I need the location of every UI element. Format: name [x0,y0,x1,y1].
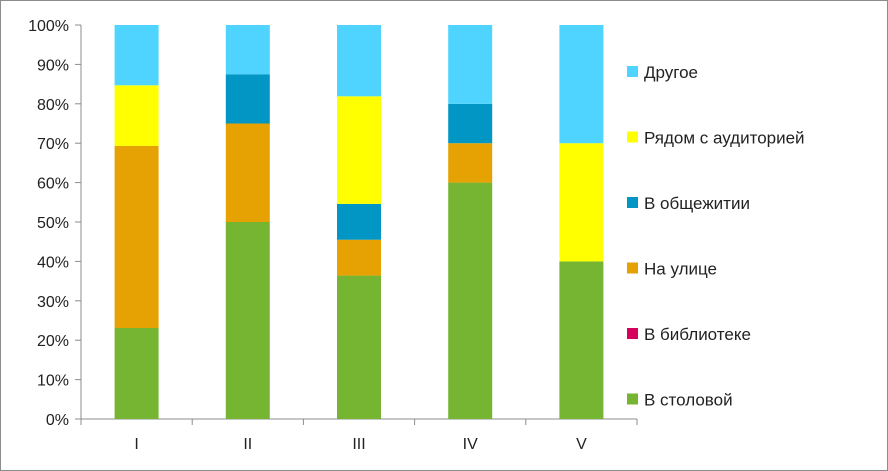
bar-segment [448,103,493,144]
bar-stack [114,25,159,419]
bar-segment [559,143,604,262]
legend-label: В столовой [644,391,733,410]
bar-segment [114,25,159,86]
bar-stack [559,25,604,419]
x-axis: I II III IV V [80,418,638,453]
bar-segment [337,275,381,419]
bar-segment [448,182,493,419]
x-tick-label: I [134,436,138,453]
legend-swatch [627,131,638,143]
y-tick-label: 0% [46,412,69,429]
x-tick-label: II [243,436,252,453]
bar-segment [114,327,159,419]
bar-segment [559,25,604,144]
y-axis: 0% 10% 20% 30% 40% 50% 60% 70% 80% 90% 100% [28,18,82,429]
bar-segment [114,145,159,328]
y-tick-label: 10% [37,373,69,390]
bar-segment [559,261,604,419]
y-tick-label: 70% [37,136,69,153]
legend-label: Другое [644,63,698,82]
legend-label: В библиотеке [644,325,751,344]
legend-item: В общежитии [627,194,750,213]
legend-swatch [627,262,638,274]
bar-stack [225,25,270,419]
bar-segment [114,85,159,146]
y-tick-label: 30% [37,294,69,311]
legend-label: В общежитии [644,194,750,213]
y-tick-label: 80% [37,97,69,114]
bar-segment [337,203,381,240]
legend-swatch [627,197,638,208]
bar-stack [337,25,381,419]
legend-item: Рядом с аудиторией [627,129,805,148]
y-tick-label: 90% [37,57,69,74]
legend-swatch [627,393,638,405]
legend-item: В библиотеке [627,325,751,344]
legend-item: В столовой [627,391,733,410]
bar-segment [225,222,270,419]
y-tick-label: 100% [28,18,69,35]
bar-segment [225,123,270,222]
legend-label: Рядом с аудиторией [644,129,805,148]
x-tick-label: V [576,436,587,453]
bar-segment [337,239,381,276]
bar-segment [448,25,493,104]
bar-segment [448,143,493,183]
y-tick-label: 60% [37,176,69,193]
y-tick-label: 50% [37,215,69,232]
bar-segment [337,96,381,204]
legend-item: На улице [627,260,717,279]
bar-segment [337,25,381,97]
legend-swatch [627,328,638,339]
x-tick-label: III [352,436,365,453]
legend-item: Другое [627,63,698,82]
bar-segment [225,74,270,124]
legend-label: На улице [644,260,717,279]
legend-swatch [627,66,638,77]
legend: Другое Рядом с аудиторией В общежитии На ул… [627,63,805,410]
bar-stack [448,25,493,419]
bar-segment [225,25,270,75]
bars [114,25,604,419]
x-tick-label: IV [463,436,478,453]
y-tick-label: 20% [37,333,69,350]
y-tick-label: 40% [37,254,69,271]
